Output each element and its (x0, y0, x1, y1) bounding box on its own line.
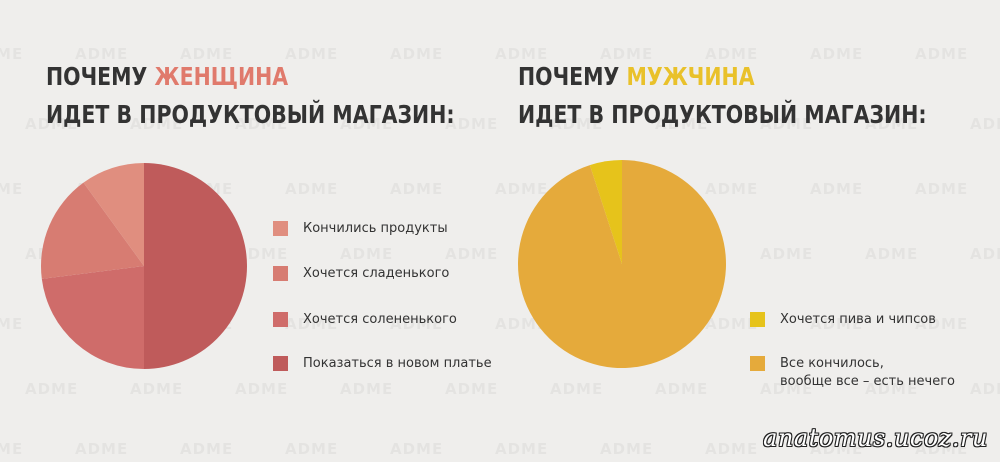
woman-title-prefix: ПОЧЕМУ (46, 62, 148, 91)
woman-legend-swatch (273, 312, 288, 327)
woman-title-line2: ИДЕТ В ПРОДУКТОВЫЙ МАГАЗИН: (46, 100, 455, 129)
woman-pie-slice-4 (83, 163, 144, 266)
site-signature: anatomus.ucoz.ru (763, 424, 988, 452)
man-chart-title: ПОЧЕМУ МУЖЧИНА ИДЕТ В ПРОДУКТОВЫЙ МАГАЗИ… (518, 58, 927, 134)
woman-legend-swatch (273, 356, 288, 371)
man-legend-item: Все кончилось, вообще все – есть нечего (750, 355, 955, 391)
man-pie-chart (518, 160, 726, 368)
woman-pie-slice-2 (41, 266, 144, 369)
woman-legend-label: Хочется сладенького (303, 266, 450, 281)
woman-title-highlight: ЖЕНЩИНА (154, 62, 289, 91)
woman-legend-label: Хочется солененького (303, 312, 457, 327)
man-legend-swatch (750, 312, 765, 327)
man-chart-panel: ПОЧЕМУ МУЖЧИНА ИДЕТ В ПРОДУКТОВЫЙ МАГАЗИ… (500, 0, 1000, 462)
woman-legend-label: Показаться в новом платье (303, 356, 492, 371)
man-legend-item: Хочется пива и чипсов (750, 311, 936, 329)
woman-chart-panel: ПОЧЕМУ ЖЕНЩИНА ИДЕТ В ПРОДУКТОВЫЙ МАГАЗИ… (40, 58, 492, 373)
man-title-line2: ИДЕТ В ПРОДУКТОВЫЙ МАГАЗИН: (518, 100, 927, 129)
man-legend-label: Хочется пива и чипсов (780, 312, 936, 327)
man-pie-slice-2 (589, 160, 622, 264)
woman-legend-label: Кончились продукты (303, 221, 448, 236)
man-title-highlight: МУЖЧИНА (626, 62, 755, 91)
woman-pie-slice-3 (40, 182, 144, 279)
woman-legend-swatch (273, 221, 288, 236)
man-legend-label: Все кончилось, вообще все – есть нечего (780, 356, 956, 389)
woman-legend-item: Кончились продукты (273, 220, 448, 238)
woman-legend-item: Хочется сладенького (273, 265, 449, 283)
man-legend-swatch (750, 356, 765, 371)
woman-legend-item: Хочется солененького (273, 311, 457, 329)
woman-pie-slice-1 (144, 163, 247, 369)
woman-pie-chart (40, 163, 247, 369)
woman-chart-title: ПОЧЕМУ ЖЕНЩИНА ИДЕТ В ПРОДУКТОВЫЙ МАГАЗИ… (46, 58, 455, 134)
woman-legend-swatch (273, 266, 288, 281)
woman-legend-item: Показаться в новом платье (273, 355, 492, 373)
man-title-prefix: ПОЧЕМУ (518, 62, 620, 91)
